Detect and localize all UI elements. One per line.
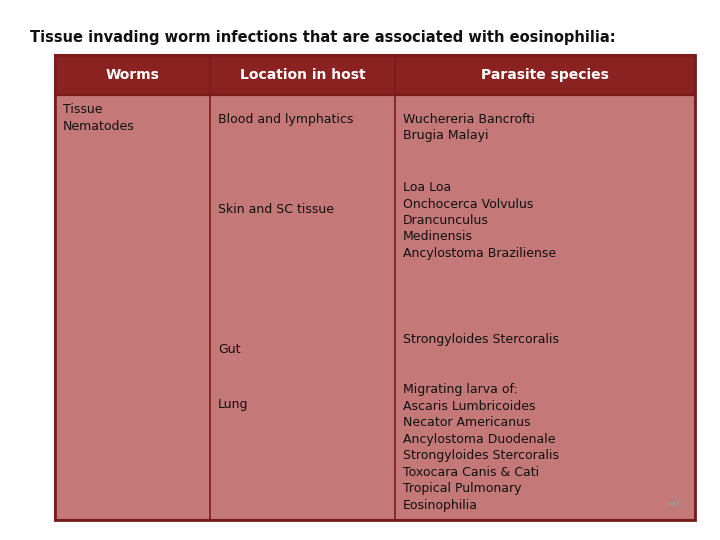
- Text: Tissue invading worm infections that are associated with eosinophilia:: Tissue invading worm infections that are…: [30, 30, 616, 45]
- Text: Worms: Worms: [106, 68, 159, 82]
- Text: Skin and SC tissue: Skin and SC tissue: [218, 203, 334, 216]
- Text: Lung: Lung: [218, 398, 248, 411]
- Text: ◄)): ◄)): [665, 497, 685, 510]
- Bar: [55, 55, 695, 520]
- Text: Location in host: Location in host: [240, 68, 365, 82]
- Text: Loa Loa
Onchocerca Volvulus
Drancunculus
Medinensis
Ancylostoma Braziliense: Loa Loa Onchocerca Volvulus Drancunculus…: [403, 181, 556, 260]
- Text: Tissue
Nematodes: Tissue Nematodes: [63, 103, 135, 133]
- Text: Strongyloides Stercoralis: Strongyloides Stercoralis: [403, 333, 559, 346]
- Text: Parasite species: Parasite species: [481, 68, 609, 82]
- Text: Blood and lymphatics: Blood and lymphatics: [218, 113, 354, 126]
- Bar: [55, 95, 695, 520]
- Text: Migrating larva of:
Ascaris Lumbricoides
Necator Americanus
Ancylostoma Duodenal: Migrating larva of: Ascaris Lumbricoides…: [403, 383, 559, 511]
- Text: Wuchereria Bancrofti
Brugia Malayi: Wuchereria Bancrofti Brugia Malayi: [403, 113, 535, 143]
- Text: Gut: Gut: [218, 343, 240, 356]
- Bar: [55, 55, 695, 95]
